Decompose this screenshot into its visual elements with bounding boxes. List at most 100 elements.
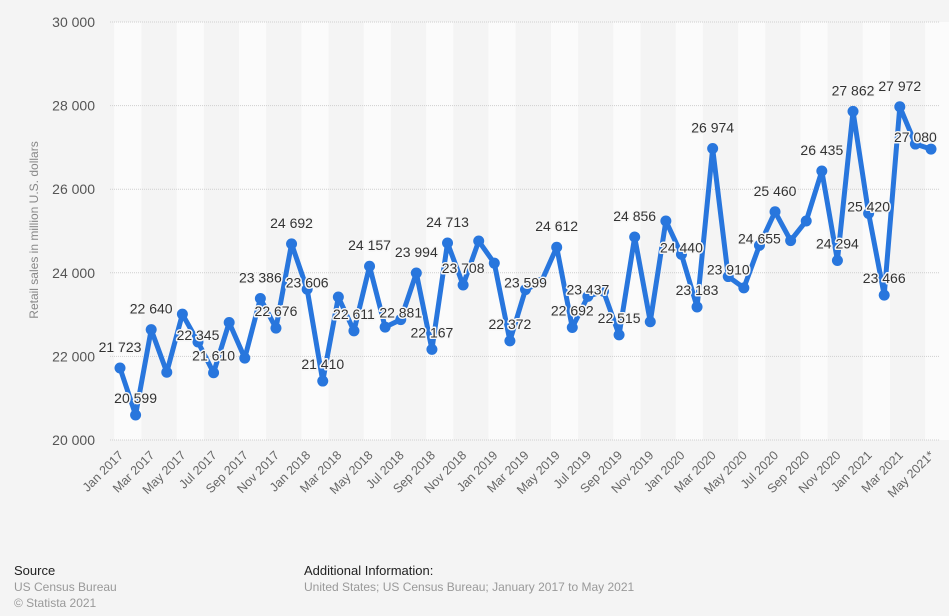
data-point[interactable]: [738, 282, 750, 294]
series-retail-sales: [114, 101, 937, 421]
background-band: [800, 22, 828, 440]
data-label: 23 599: [504, 275, 547, 291]
y-tick-label: 30 000: [52, 14, 95, 30]
data-point[interactable]: [270, 322, 282, 334]
data-label: 26 974: [691, 119, 734, 135]
additional-info-block: Additional Information: United States; U…: [304, 563, 634, 595]
y-axis-label: Retail sales in million U.S. dollars: [27, 141, 41, 318]
data-point[interactable]: [800, 215, 812, 227]
data-point[interactable]: [192, 336, 204, 348]
data-point[interactable]: [239, 352, 251, 364]
data-point[interactable]: [130, 409, 142, 421]
background-band: [426, 22, 454, 440]
data-label: 22 345: [177, 327, 220, 343]
data-label: 22 611: [333, 306, 375, 322]
data-point[interactable]: [816, 165, 828, 177]
data-point[interactable]: [301, 283, 313, 295]
background-bands: [114, 22, 949, 440]
data-point[interactable]: [114, 362, 126, 374]
data-point[interactable]: [753, 239, 765, 251]
data-point[interactable]: [504, 335, 516, 347]
data-point[interactable]: [925, 143, 937, 155]
background-band: [488, 22, 516, 440]
data-point[interactable]: [785, 235, 797, 247]
data-point[interactable]: [644, 316, 656, 328]
background-band: [925, 22, 949, 440]
y-tick-label: 22 000: [52, 348, 95, 364]
data-point[interactable]: [894, 101, 906, 113]
data-label: 24 612: [535, 218, 578, 234]
background-band: [862, 22, 891, 440]
data-point[interactable]: [348, 325, 360, 337]
data-point[interactable]: [909, 138, 921, 150]
data-label: 23 183: [676, 282, 719, 298]
data-label: 23 386: [239, 269, 282, 285]
data-point[interactable]: [535, 276, 547, 288]
data-point[interactable]: [691, 301, 703, 313]
data-point[interactable]: [317, 375, 329, 387]
data-point[interactable]: [379, 321, 391, 333]
data-label: 21 410: [301, 356, 344, 372]
data-point[interactable]: [660, 215, 672, 227]
data-point[interactable]: [145, 324, 157, 336]
y-tick-label: 24 000: [52, 265, 95, 281]
background-band: [738, 22, 766, 440]
data-point[interactable]: [675, 248, 687, 260]
data-label: 22 167: [411, 324, 454, 340]
data-label: 23 910: [707, 262, 750, 278]
background-band: [363, 22, 391, 440]
data-point[interactable]: [847, 105, 859, 117]
data-point[interactable]: [520, 284, 531, 296]
source-name[interactable]: US Census Bureau: [14, 580, 117, 594]
data-point[interactable]: [395, 314, 407, 326]
data-point[interactable]: [410, 267, 422, 279]
data-point[interactable]: [473, 235, 485, 247]
data-label: 23 708: [442, 260, 485, 276]
data-point[interactable]: [597, 285, 609, 297]
data-label: 24 294: [816, 236, 859, 252]
data-point[interactable]: [863, 207, 875, 219]
data-label: 24 157: [348, 237, 391, 253]
data-label: 22 676: [255, 303, 298, 319]
data-label: 23 466: [863, 270, 906, 286]
data-label: 26 435: [800, 142, 843, 158]
data-point[interactable]: [332, 291, 344, 303]
y-tick-label: 26 000: [52, 181, 95, 197]
data-label: 23 606: [286, 274, 329, 290]
data-point[interactable]: [488, 257, 500, 269]
data-point[interactable]: [208, 367, 220, 379]
data-label: 22 372: [488, 316, 531, 332]
source-heading: Source: [14, 563, 56, 578]
data-point[interactable]: [566, 321, 578, 333]
additional-info-heading: Additional Information:: [304, 563, 434, 578]
data-point[interactable]: [551, 241, 563, 253]
data-point[interactable]: [254, 292, 266, 304]
data-point[interactable]: [286, 238, 298, 250]
data-point[interactable]: [722, 271, 734, 283]
data-label: 24 856: [613, 208, 656, 224]
data-label: 25 420: [847, 198, 890, 214]
data-label: 27 080: [894, 129, 937, 145]
data-point[interactable]: [364, 260, 376, 272]
data-point[interactable]: [707, 142, 719, 154]
data-point[interactable]: [582, 290, 594, 302]
data-label: 22 515: [598, 310, 641, 326]
background-band: [238, 22, 267, 440]
background-band: [176, 22, 204, 440]
data-point[interactable]: [629, 231, 641, 243]
data-point[interactable]: [442, 237, 454, 249]
data-point[interactable]: [161, 366, 173, 378]
data-point[interactable]: [878, 289, 890, 301]
data-label: 24 440: [660, 239, 703, 255]
data-point[interactable]: [223, 317, 235, 329]
data-point[interactable]: [769, 206, 781, 218]
data-point[interactable]: [831, 255, 843, 267]
background-band: [613, 22, 641, 440]
data-point[interactable]: [176, 308, 188, 320]
data-label: 27 862: [832, 82, 875, 98]
data-point[interactable]: [426, 343, 438, 355]
data-point[interactable]: [457, 279, 469, 291]
data-point[interactable]: [613, 329, 625, 341]
